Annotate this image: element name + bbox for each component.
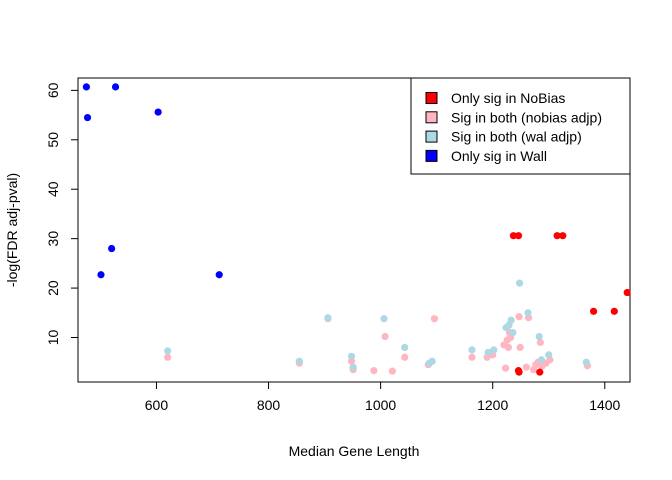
data-point — [82, 83, 91, 91]
y-tick-label: 60 — [45, 82, 61, 98]
data-point — [516, 279, 524, 287]
x-tick-label: 1200 — [477, 397, 508, 413]
data-point — [623, 288, 631, 297]
data-point — [295, 357, 303, 365]
data-point — [164, 347, 172, 355]
data-point — [553, 232, 561, 240]
data-point — [381, 332, 389, 341]
y-tick-label: 30 — [45, 231, 61, 247]
legend-label: Sig in both (nobias adjp) — [451, 109, 602, 125]
x-tick-label: 1400 — [589, 397, 620, 413]
data-point — [536, 338, 544, 347]
data-point — [484, 348, 492, 356]
data-point — [380, 315, 388, 323]
data-points — [82, 83, 631, 376]
data-point — [545, 351, 553, 359]
y-axis: 10 20 30 40 50 60 — [45, 82, 79, 346]
data-point — [83, 113, 92, 122]
data-point — [536, 368, 544, 376]
legend-swatch — [425, 92, 438, 104]
y-tick-label: 40 — [45, 181, 61, 197]
data-point — [509, 328, 517, 337]
data-point — [515, 313, 523, 321]
data-point — [589, 307, 598, 315]
data-point — [501, 364, 510, 372]
data-point — [347, 357, 356, 365]
data-point — [388, 367, 396, 375]
data-point — [537, 356, 546, 364]
data-point — [349, 363, 357, 371]
data-point — [490, 346, 498, 354]
data-point — [347, 352, 356, 360]
legend-swatch — [425, 130, 438, 143]
legend-label: Sig in both (wal adjp) — [451, 129, 582, 145]
legend-label: Only sig in NoBias — [451, 90, 565, 106]
x-tick-label: 600 — [145, 397, 169, 413]
data-point — [468, 353, 476, 361]
legend-label: Only sig in Wall — [451, 148, 547, 164]
data-point — [370, 367, 378, 375]
x-tick-label: 800 — [257, 397, 281, 413]
legend-swatch — [425, 149, 438, 162]
data-point — [582, 358, 590, 366]
data-point — [215, 271, 223, 279]
data-point — [535, 332, 543, 341]
data-point — [430, 315, 439, 323]
data-point — [507, 316, 515, 324]
data-point — [524, 309, 532, 317]
data-point — [559, 232, 567, 240]
data-point — [610, 307, 618, 315]
data-point — [111, 83, 120, 91]
y-tick-label: 20 — [45, 280, 61, 296]
data-point — [468, 346, 476, 354]
y-tick-label: 10 — [45, 330, 61, 346]
legend-box — [410, 77, 631, 175]
data-point — [324, 314, 332, 322]
x-axis: 600 800 1000 1200 1400 — [145, 381, 621, 413]
data-point — [428, 357, 436, 365]
x-axis-title: Median Gene Length — [289, 443, 420, 459]
data-point — [97, 271, 105, 279]
y-axis-title: -log(FDR adj-pval) — [4, 173, 20, 287]
data-point — [164, 353, 172, 361]
legend-swatch — [425, 111, 438, 124]
y-tick-label: 50 — [45, 132, 61, 148]
data-point — [516, 343, 524, 351]
data-point — [509, 232, 518, 240]
data-point — [154, 108, 162, 116]
data-point — [514, 232, 523, 240]
legend: Only sig in NoBias Sig in both (nobias ad… — [410, 77, 631, 175]
data-point — [522, 363, 530, 371]
data-point — [504, 343, 512, 351]
data-point — [401, 353, 409, 361]
data-point — [515, 368, 523, 376]
x-tick-label: 1000 — [365, 397, 396, 413]
data-point — [108, 244, 116, 253]
data-point — [401, 343, 409, 351]
